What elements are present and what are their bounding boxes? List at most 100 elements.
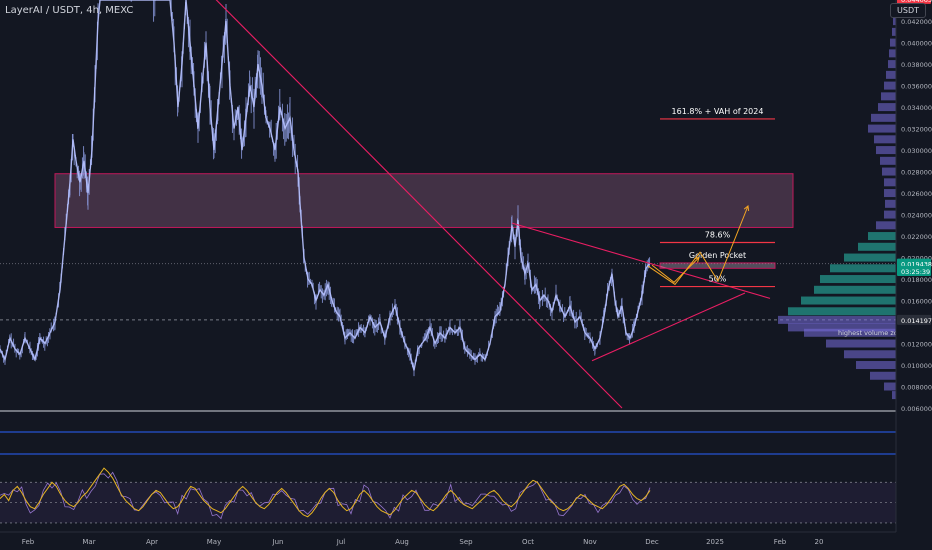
volume-bar <box>788 307 896 316</box>
price-tick-label: 0.018000 <box>901 276 932 284</box>
price-label-text: 03:25:39 <box>901 268 930 276</box>
volume-bar <box>801 296 896 305</box>
volume-bar <box>830 264 896 273</box>
price-label-text: 0.014197 <box>901 317 932 325</box>
volume-bar <box>844 253 896 262</box>
volume-bar <box>844 350 896 359</box>
volume-bar <box>893 17 896 26</box>
time-tick-label: Feb <box>22 538 35 546</box>
volume-bar <box>871 113 896 122</box>
time-tick-label: Oct <box>522 538 534 546</box>
time-tick-label: Mar <box>82 538 95 546</box>
price-tick-label: 0.010000 <box>901 362 932 370</box>
price-label-text: 0.044065 <box>901 0 932 4</box>
volume-bar <box>892 27 896 36</box>
volume-bar <box>788 323 896 332</box>
price-tick-label: 0.032000 <box>901 126 932 134</box>
trendline <box>511 222 771 299</box>
time-tick-label: Jul <box>336 538 346 546</box>
price-tick-label: 0.034000 <box>901 104 932 112</box>
volume-bar <box>882 167 896 176</box>
volume-bar <box>889 49 896 58</box>
time-tick-label: 2025 <box>706 538 724 546</box>
fib-levels: 161.8% + VAH of 2024 78.6% Golden Pocket 50… <box>659 107 776 288</box>
price-line <box>0 0 651 371</box>
volume-bar <box>868 124 896 133</box>
volume-profile: highest volume zone <box>778 6 906 400</box>
price-label-badge <box>897 314 931 325</box>
symbol-title: LayerAI / USDT, 4h, MEXC <box>5 5 134 16</box>
time-tick-label: May <box>207 538 221 546</box>
volume-bar <box>856 361 896 370</box>
time-tick-label: Jun <box>272 538 284 546</box>
supply-zones <box>54 173 794 228</box>
price-tick-label: 0.008000 <box>901 384 932 392</box>
volume-bar <box>884 382 896 391</box>
time-tick-label: Nov <box>583 538 597 546</box>
golden-pocket-label: Golden Pocket <box>689 251 746 260</box>
fib-level-label: 78.6% <box>705 231 731 240</box>
price-tick-label: 0.016000 <box>901 298 932 306</box>
fib-level-label: 50% <box>709 275 727 284</box>
time-axis: Feb Mar Apr May Jun Jul Aug Sep Oct Nov Dec 2025 Feb… <box>22 538 824 546</box>
rsi-pane: 80.0060.0040.00 <box>0 467 920 524</box>
volume-bar <box>804 328 896 337</box>
volume-bar <box>884 178 896 187</box>
volume-bar <box>826 339 896 348</box>
volume-bar <box>885 199 896 208</box>
volume-bar <box>870 371 896 380</box>
time-tick-label: Feb <box>774 538 787 546</box>
projection-paths <box>647 204 750 286</box>
time-tick-label: Aug <box>395 538 409 546</box>
fib-level-label: 161.8% + VAH of 2024 <box>672 107 764 116</box>
time-tick-label: 20 <box>815 538 824 546</box>
price-tick-label: 0.038000 <box>901 61 932 69</box>
rsi-ma-line <box>0 467 651 518</box>
price-tick-label: 0.024000 <box>901 212 932 220</box>
volume-profile-label: highest volume zone <box>838 329 906 337</box>
price-label-badge <box>897 265 931 276</box>
volume-bar <box>820 275 896 284</box>
grid <box>0 263 896 533</box>
time-tick-label: Dec <box>645 538 659 546</box>
price-tick-label: 0.012000 <box>901 341 932 349</box>
price-axis: 0.042000 0.040000 0.038000 0.036000 0.034000… <box>895 0 932 550</box>
price-tick-label: 0.030000 <box>901 147 932 155</box>
price-tick-label: 0.036000 <box>901 83 932 91</box>
projection-path <box>647 205 749 286</box>
volume-bar <box>884 210 896 219</box>
volume-bar <box>892 391 896 400</box>
price-tick-label: 0.040000 <box>901 40 932 48</box>
price-series <box>0 0 651 377</box>
volume-bar <box>876 221 896 230</box>
trendline <box>215 0 623 409</box>
time-tick-label: Apr <box>146 538 158 546</box>
volume-bar <box>880 156 896 165</box>
supply-zone <box>54 173 794 228</box>
trendlines <box>215 0 771 409</box>
projection-arrowhead <box>694 256 700 263</box>
volume-bar <box>874 135 896 144</box>
price-tick-label: 0.026000 <box>901 190 932 198</box>
price-tick-label: 0.006000 <box>901 405 932 413</box>
price-tick-label: 0.022000 <box>901 233 932 241</box>
volume-bar <box>888 60 896 69</box>
volume-bar <box>778 315 896 324</box>
price-tick-label: 0.020000 <box>901 255 932 263</box>
currency-button[interactable]: USDT <box>890 3 926 18</box>
price-tick-label: 0.028000 <box>901 169 932 177</box>
volume-bar <box>868 232 896 241</box>
golden-pocket-box <box>659 262 776 269</box>
projection-arrowhead <box>743 204 750 211</box>
price-label-text: 0.019438 <box>901 261 932 269</box>
volume-bar <box>881 92 896 101</box>
time-tick-label: Sep <box>459 538 473 546</box>
price-label-badge <box>897 0 931 4</box>
volume-bar <box>814 285 896 294</box>
volume-bar <box>884 189 896 198</box>
volume-bar <box>886 70 896 79</box>
projection-path <box>651 257 700 283</box>
volume-bar <box>890 38 896 47</box>
volume-bar <box>876 146 896 155</box>
